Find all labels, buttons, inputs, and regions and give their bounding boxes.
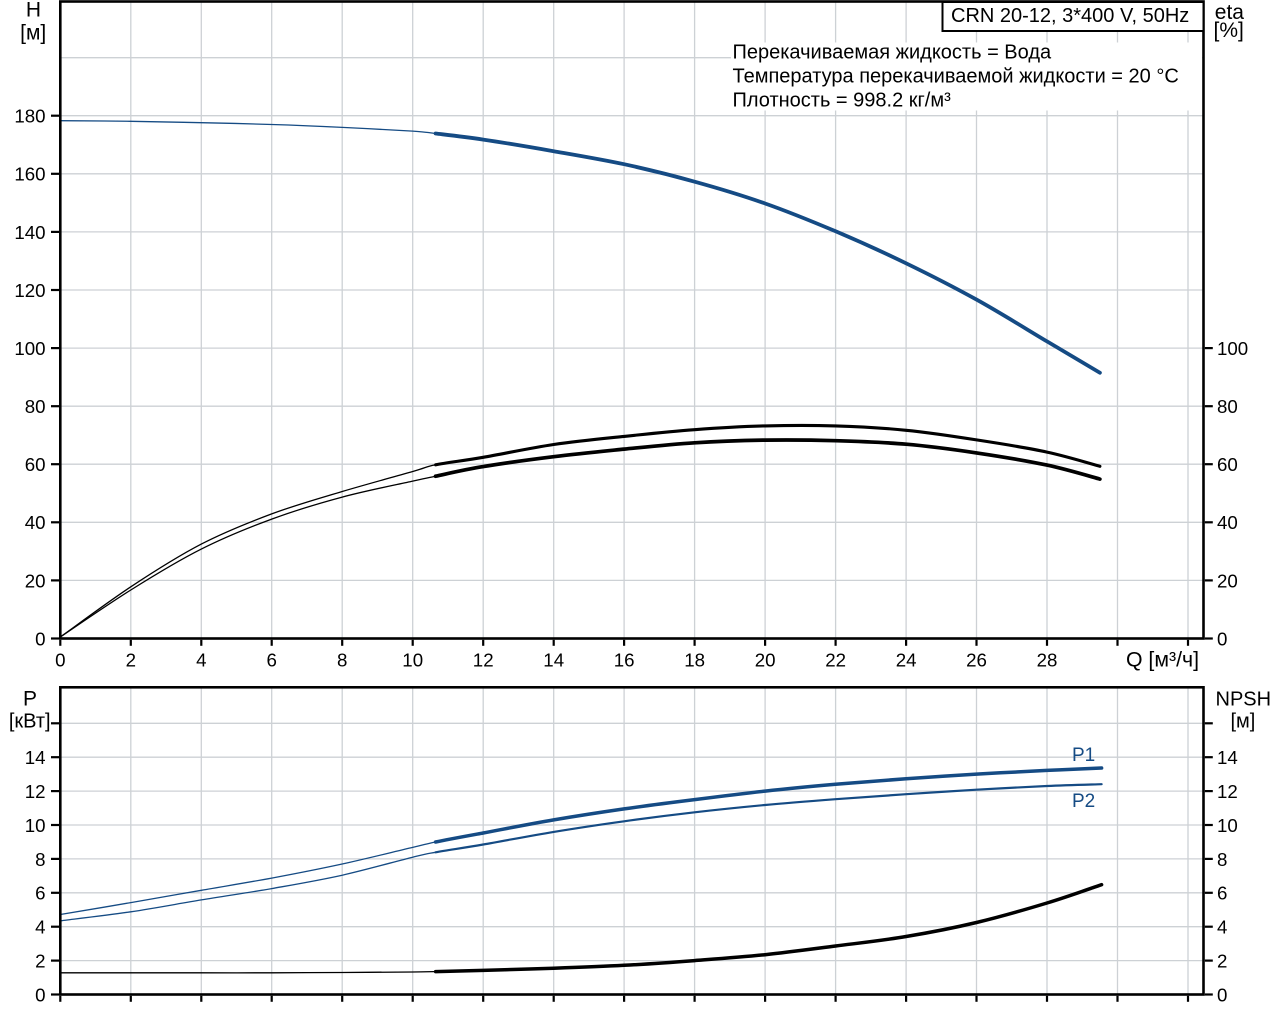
svg-text:12: 12 — [1217, 781, 1238, 802]
svg-text:12: 12 — [473, 650, 494, 671]
svg-text:14: 14 — [25, 747, 46, 768]
svg-text:120: 120 — [14, 280, 45, 301]
svg-text:eta: eta — [1215, 1, 1245, 24]
svg-text:20: 20 — [25, 570, 46, 591]
svg-text:0: 0 — [35, 984, 45, 1005]
svg-text:20: 20 — [1217, 570, 1238, 591]
svg-text:100: 100 — [1217, 338, 1248, 359]
svg-text:10: 10 — [402, 650, 423, 671]
svg-text:180: 180 — [14, 106, 45, 127]
svg-text:4: 4 — [196, 650, 206, 671]
svg-text:160: 160 — [14, 164, 45, 185]
svg-text:80: 80 — [1217, 396, 1238, 417]
svg-text:60: 60 — [25, 454, 46, 475]
svg-text:NPSH: NPSH — [1216, 688, 1272, 710]
svg-text:0: 0 — [1217, 628, 1227, 649]
svg-text:[м]: [м] — [1231, 711, 1256, 733]
svg-text:16: 16 — [614, 650, 635, 671]
svg-text:P1: P1 — [1072, 745, 1095, 766]
svg-text:14: 14 — [543, 650, 564, 671]
svg-text:8: 8 — [337, 650, 347, 671]
svg-text:24: 24 — [896, 650, 917, 671]
svg-text:22: 22 — [825, 650, 846, 671]
svg-text:6: 6 — [1217, 883, 1227, 904]
svg-text:2: 2 — [35, 951, 45, 972]
svg-text:18: 18 — [684, 650, 705, 671]
svg-text:Q [м³/ч]: Q [м³/ч] — [1126, 648, 1199, 672]
svg-text:28: 28 — [1037, 650, 1058, 671]
svg-text:[%]: [%] — [1214, 19, 1244, 42]
svg-text:4: 4 — [35, 917, 45, 938]
svg-text:140: 140 — [14, 222, 45, 243]
svg-text:10: 10 — [1217, 815, 1238, 836]
svg-text:CRN 20-12, 3*400 V, 50Hz: CRN 20-12, 3*400 V, 50Hz — [951, 5, 1189, 27]
svg-text:14: 14 — [1217, 747, 1238, 768]
svg-text:4: 4 — [1217, 917, 1227, 938]
svg-text:2: 2 — [126, 650, 136, 671]
svg-text:26: 26 — [966, 650, 987, 671]
svg-text:20: 20 — [755, 650, 776, 671]
svg-text:Перекачиваемая жидкость = Вода: Перекачиваемая жидкость = Вода — [733, 41, 1053, 63]
svg-text:P2: P2 — [1072, 791, 1095, 812]
svg-text:H: H — [26, 0, 41, 22]
svg-text:Температура перекачиваемой жид: Температура перекачиваемой жидкости = 20… — [733, 65, 1179, 87]
svg-text:Плотность = 998.2 кг/м³: Плотность = 998.2 кг/м³ — [733, 90, 952, 112]
svg-text:60: 60 — [1217, 454, 1238, 475]
svg-text:100: 100 — [14, 338, 45, 359]
svg-text:40: 40 — [25, 512, 46, 533]
svg-text:80: 80 — [25, 396, 46, 417]
svg-text:[м]: [м] — [20, 22, 46, 45]
svg-text:2: 2 — [1217, 951, 1227, 972]
svg-text:40: 40 — [1217, 512, 1238, 533]
svg-text:8: 8 — [35, 849, 45, 870]
svg-text:0: 0 — [55, 650, 65, 671]
svg-text:10: 10 — [25, 815, 46, 836]
svg-text:0: 0 — [1217, 984, 1227, 1005]
svg-text:6: 6 — [35, 883, 45, 904]
svg-text:0: 0 — [35, 628, 45, 649]
svg-text:6: 6 — [266, 650, 276, 671]
svg-text:12: 12 — [25, 781, 46, 802]
svg-text:P: P — [23, 688, 37, 711]
svg-text:[кВт]: [кВт] — [9, 711, 51, 733]
svg-text:8: 8 — [1217, 849, 1227, 870]
